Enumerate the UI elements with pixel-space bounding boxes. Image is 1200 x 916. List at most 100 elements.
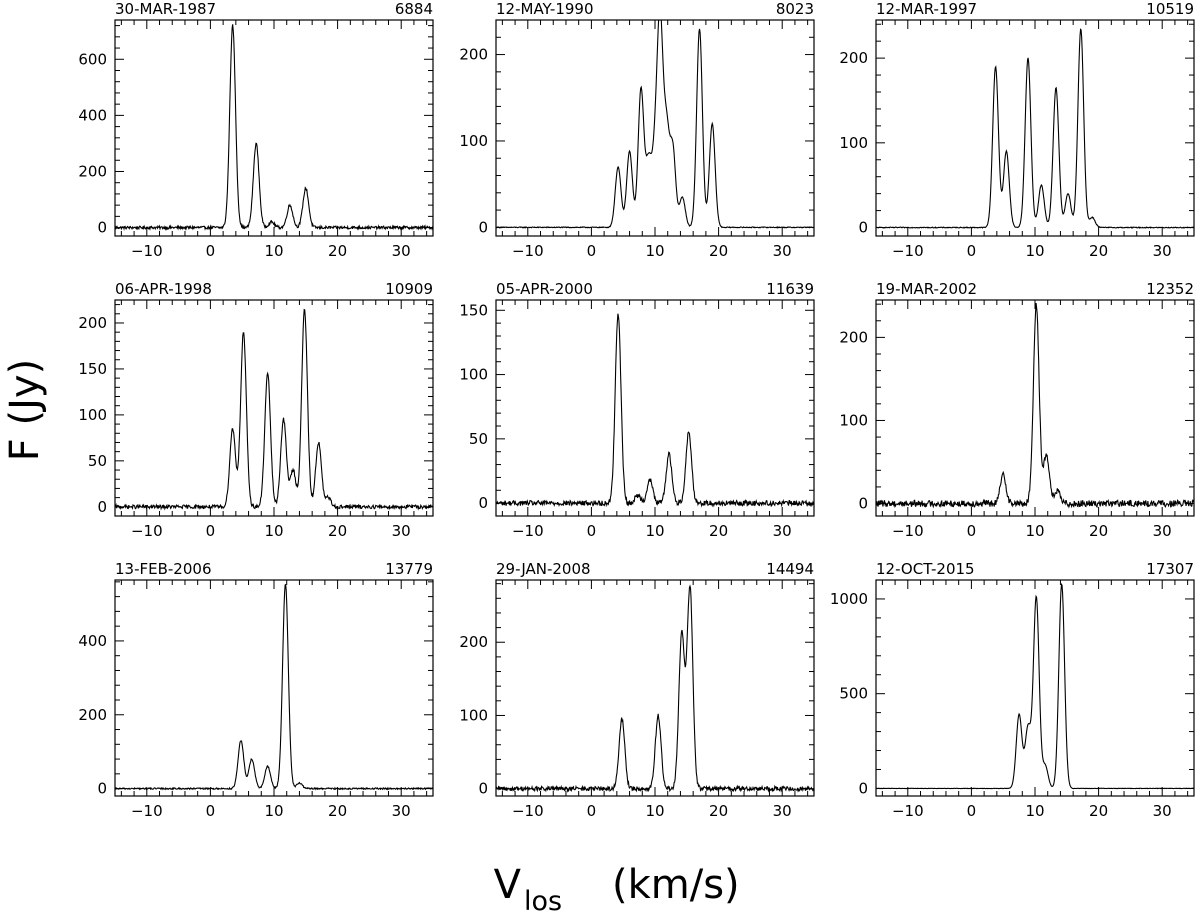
spectrum-line	[876, 28, 1194, 229]
panel-number-label: 14494	[766, 560, 814, 578]
x-tick-label: −10	[512, 242, 544, 260]
y-tick-label: 100	[78, 406, 107, 424]
x-axis-label-unit: (km/s)	[612, 862, 740, 908]
x-tick-label: 10	[264, 802, 283, 820]
spectrum-panel: 06-APR-1998 10909 −10 0 10 20 30 0 50 100 150 200	[78, 280, 434, 540]
y-tick-label: 150	[78, 360, 107, 378]
x-tick-label: 20	[328, 242, 347, 260]
panel-date-label: 06-APR-1998	[115, 280, 212, 298]
y-tick-label: 50	[469, 430, 488, 448]
spectrum-panel: 13-FEB-2006 13779 −10 0 10 20 30 0 200 400	[78, 560, 434, 820]
x-tick-label: 10	[1025, 802, 1044, 820]
y-axis-label: F (Jy)	[2, 359, 48, 461]
spectrum-line	[115, 308, 433, 511]
spectrum-line	[876, 582, 1194, 790]
x-tick-label: 30	[392, 242, 411, 260]
spectrum-line	[496, 20, 814, 229]
y-tick-label: 500	[839, 685, 868, 703]
y-tick-label: 0	[478, 780, 488, 798]
y-tick-label: 0	[97, 498, 107, 516]
x-tick-label: 10	[264, 242, 283, 260]
x-tick-label: −10	[131, 802, 163, 820]
panel-date-label: 12-OCT-2015	[876, 560, 975, 578]
y-tick-label: 200	[78, 314, 107, 332]
y-tick-label: 400	[78, 106, 107, 124]
y-tick-label: 0	[97, 219, 107, 237]
spectrum-panel: 05-APR-2000 11639 −10 0 10 20 30 0 50 100 150	[459, 280, 815, 540]
panel-number-label: 10519	[1146, 0, 1194, 18]
x-tick-label: −10	[131, 522, 163, 540]
x-tick-label: 30	[1153, 802, 1172, 820]
y-tick-label: 0	[478, 218, 488, 236]
x-tick-label: 0	[587, 802, 597, 820]
panel-date-label: 29-JAN-2008	[496, 560, 591, 578]
x-tick-label: 20	[1089, 242, 1108, 260]
spectrum-panel: 12-OCT-2015 17307 −10 0 10 20 30 0 500 1000	[830, 560, 1195, 820]
x-tick-label: 0	[967, 242, 977, 260]
y-tick-label: 400	[78, 632, 107, 650]
y-tick-label: 150	[459, 301, 488, 319]
x-tick-label: 0	[967, 802, 977, 820]
x-tick-label: 30	[392, 522, 411, 540]
plot-frame	[114, 299, 434, 517]
spectrum-panel: 12-MAY-1990 8023 −10 0 10 20 30 0 100 200	[459, 0, 815, 260]
y-tick-label: 200	[839, 328, 868, 346]
y-tick-label: 100	[459, 132, 488, 150]
x-tick-label: −10	[892, 242, 924, 260]
panel-number-label: 10909	[385, 280, 433, 298]
x-axis-label-main: V	[494, 862, 522, 908]
spectrum-line	[496, 584, 814, 793]
x-tick-label: 0	[967, 522, 977, 540]
x-axis-label: V los (km/s)	[494, 862, 740, 916]
panel-number-label: 6884	[395, 0, 433, 18]
plot-frame	[114, 579, 434, 797]
panel-number-label: 17307	[1146, 560, 1194, 578]
y-tick-label: 100	[459, 366, 488, 384]
x-tick-label: 10	[264, 522, 283, 540]
x-tick-label: 0	[206, 242, 216, 260]
panel-number-label: 12352	[1146, 280, 1194, 298]
x-tick-label: 10	[1025, 522, 1044, 540]
x-tick-label: 30	[1153, 242, 1172, 260]
y-tick-label: 600	[78, 50, 107, 68]
spectrum-line	[496, 313, 814, 508]
x-tick-label: 20	[328, 802, 347, 820]
panel-number-label: 11639	[766, 280, 814, 298]
x-tick-label: −10	[512, 522, 544, 540]
panel-date-label: 12-MAY-1990	[496, 0, 594, 18]
x-tick-label: 30	[773, 802, 792, 820]
x-tick-label: 0	[206, 522, 216, 540]
panel-date-label: 19-MAR-2002	[876, 280, 977, 298]
plot-frame	[495, 579, 815, 797]
x-tick-label: 30	[392, 802, 411, 820]
y-tick-label: 200	[459, 46, 488, 64]
x-tick-label: 10	[645, 242, 664, 260]
panel-date-label: 13-FEB-2006	[115, 560, 211, 578]
y-tick-label: 200	[459, 633, 488, 651]
y-tick-label: 200	[839, 49, 868, 67]
x-tick-label: 30	[1153, 522, 1172, 540]
x-tick-label: −10	[131, 242, 163, 260]
x-axis-label-subscript: los	[524, 886, 562, 916]
spectrum-panel: 19-MAR-2002 12352 −10 0 10 20 30 0 100 200	[839, 280, 1195, 540]
x-tick-label: 20	[709, 242, 728, 260]
x-tick-label: 20	[1089, 522, 1108, 540]
x-tick-label: −10	[512, 802, 544, 820]
y-tick-label: 200	[78, 706, 107, 724]
plot-frame	[114, 19, 434, 237]
spectrum-panel: 12-MAR-1997 10519 −10 0 10 20 30 0 100 200	[839, 0, 1195, 260]
spectrum-panel: 30-MAR-1987 6884 −10 0 10 20 30 0 200 400 600	[78, 0, 434, 260]
x-tick-label: 0	[206, 802, 216, 820]
y-tick-label: 100	[839, 134, 868, 152]
x-tick-label: 10	[645, 522, 664, 540]
x-tick-label: 10	[1025, 242, 1044, 260]
panels-group: 30-MAR-1987 6884−10 0 10 20 30020040060012-MA…	[78, 0, 1195, 820]
x-tick-label: 20	[328, 522, 347, 540]
x-tick-label: 10	[645, 802, 664, 820]
y-tick-label: 50	[88, 452, 107, 470]
panel-number-label: 8023	[776, 0, 814, 18]
x-tick-label: 30	[773, 522, 792, 540]
y-tick-label: 0	[858, 495, 868, 513]
panel-date-label: 05-APR-2000	[496, 280, 593, 298]
